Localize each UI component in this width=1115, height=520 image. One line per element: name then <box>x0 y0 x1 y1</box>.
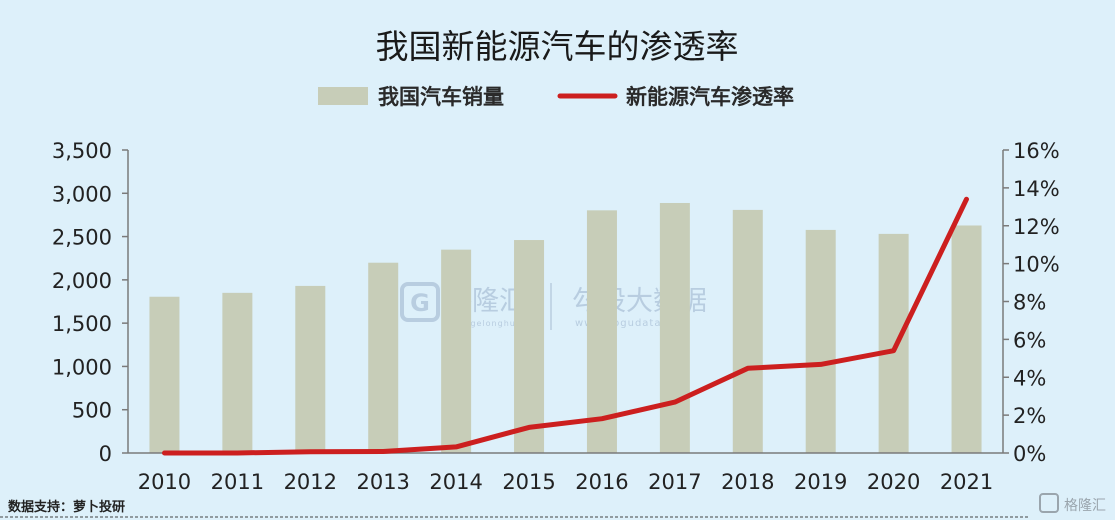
chart-title: 我国新能源汽车的渗透率 <box>376 27 739 66</box>
left-tick-label: 3,000 <box>52 182 112 206</box>
left-axis-ticks: 3,500 3,000 2,500 2,000 1,500 1,000 500 0 <box>52 139 128 466</box>
watermark-brand2-url: www.gogudata.com <box>575 318 690 329</box>
left-tick-label: 2,000 <box>52 269 112 293</box>
bar-2017 <box>659 202 690 453</box>
corner-logo: 格隆汇 <box>1039 493 1106 514</box>
right-axis-ticks: 16% 14% 12% 10% 8% 6% 4% 2% 0% <box>1003 139 1060 466</box>
bar-2010 <box>149 296 180 453</box>
bar-2013 <box>368 262 399 453</box>
bar-2016 <box>586 210 617 453</box>
left-tick-label: 0 <box>99 442 112 466</box>
watermark-brand1-url: www.gelonghui.com <box>445 319 543 328</box>
right-tick-label: 2% <box>1013 404 1046 428</box>
x-axis-ticks: 2010 2011 2012 2013 2014 2015 2016 2017 2018 2019… <box>138 470 994 494</box>
x-tick-label: 2015 <box>502 470 555 494</box>
bar-2018 <box>732 209 763 453</box>
right-tick-label: 0% <box>1013 442 1046 466</box>
right-tick-label: 4% <box>1013 366 1046 390</box>
bar-2011 <box>222 292 253 453</box>
right-tick-label: 6% <box>1013 328 1046 352</box>
corner-logo-icon <box>1039 493 1059 513</box>
right-tick-label: 8% <box>1013 291 1046 315</box>
right-tick-label: 10% <box>1013 253 1060 277</box>
left-tick-label: 2,500 <box>52 226 112 250</box>
x-tick-label: 2010 <box>138 470 191 494</box>
bar-2012 <box>295 285 326 453</box>
legend-label-sales: 我国汽车销量 <box>378 85 504 109</box>
x-tick-label: 2020 <box>867 470 920 494</box>
x-tick-label: 2016 <box>575 470 628 494</box>
legend: 我国汽车销量 新能源汽车渗透率 <box>318 85 794 109</box>
bar-2015 <box>514 240 545 453</box>
x-tick-label: 2018 <box>721 470 774 494</box>
watermark-logo-letter: G <box>410 289 430 317</box>
bar-2014 <box>441 249 472 453</box>
left-tick-label: 1,500 <box>52 312 112 336</box>
legend-label-penetration: 新能源汽车渗透率 <box>626 85 794 109</box>
source-text: 数据支持：萝卜投研 <box>8 499 125 515</box>
left-tick-label: 3,500 <box>52 139 112 163</box>
left-tick-label: 1,000 <box>52 355 112 379</box>
right-tick-label: 14% <box>1013 177 1060 201</box>
x-tick-label: 2021 <box>940 470 993 494</box>
corner-logo-text: 格隆汇 <box>1064 498 1106 514</box>
x-tick-label: 2014 <box>429 470 482 494</box>
x-tick-label: 2017 <box>648 470 701 494</box>
bar-2021 <box>951 225 982 453</box>
x-tick-label: 2013 <box>356 470 409 494</box>
x-tick-label: 2011 <box>211 470 264 494</box>
x-tick-label: 2019 <box>794 470 847 494</box>
line-series-penetration <box>162 196 969 456</box>
legend-swatch-bar <box>318 87 368 105</box>
right-tick-label: 16% <box>1013 139 1060 163</box>
watermark-logo-icon <box>400 282 440 322</box>
left-tick-label: 500 <box>72 399 112 423</box>
bar-series <box>149 202 982 453</box>
bar-2019 <box>805 229 836 453</box>
bar-2020 <box>878 233 909 453</box>
right-tick-label: 12% <box>1013 215 1060 239</box>
x-tick-label: 2012 <box>284 470 337 494</box>
